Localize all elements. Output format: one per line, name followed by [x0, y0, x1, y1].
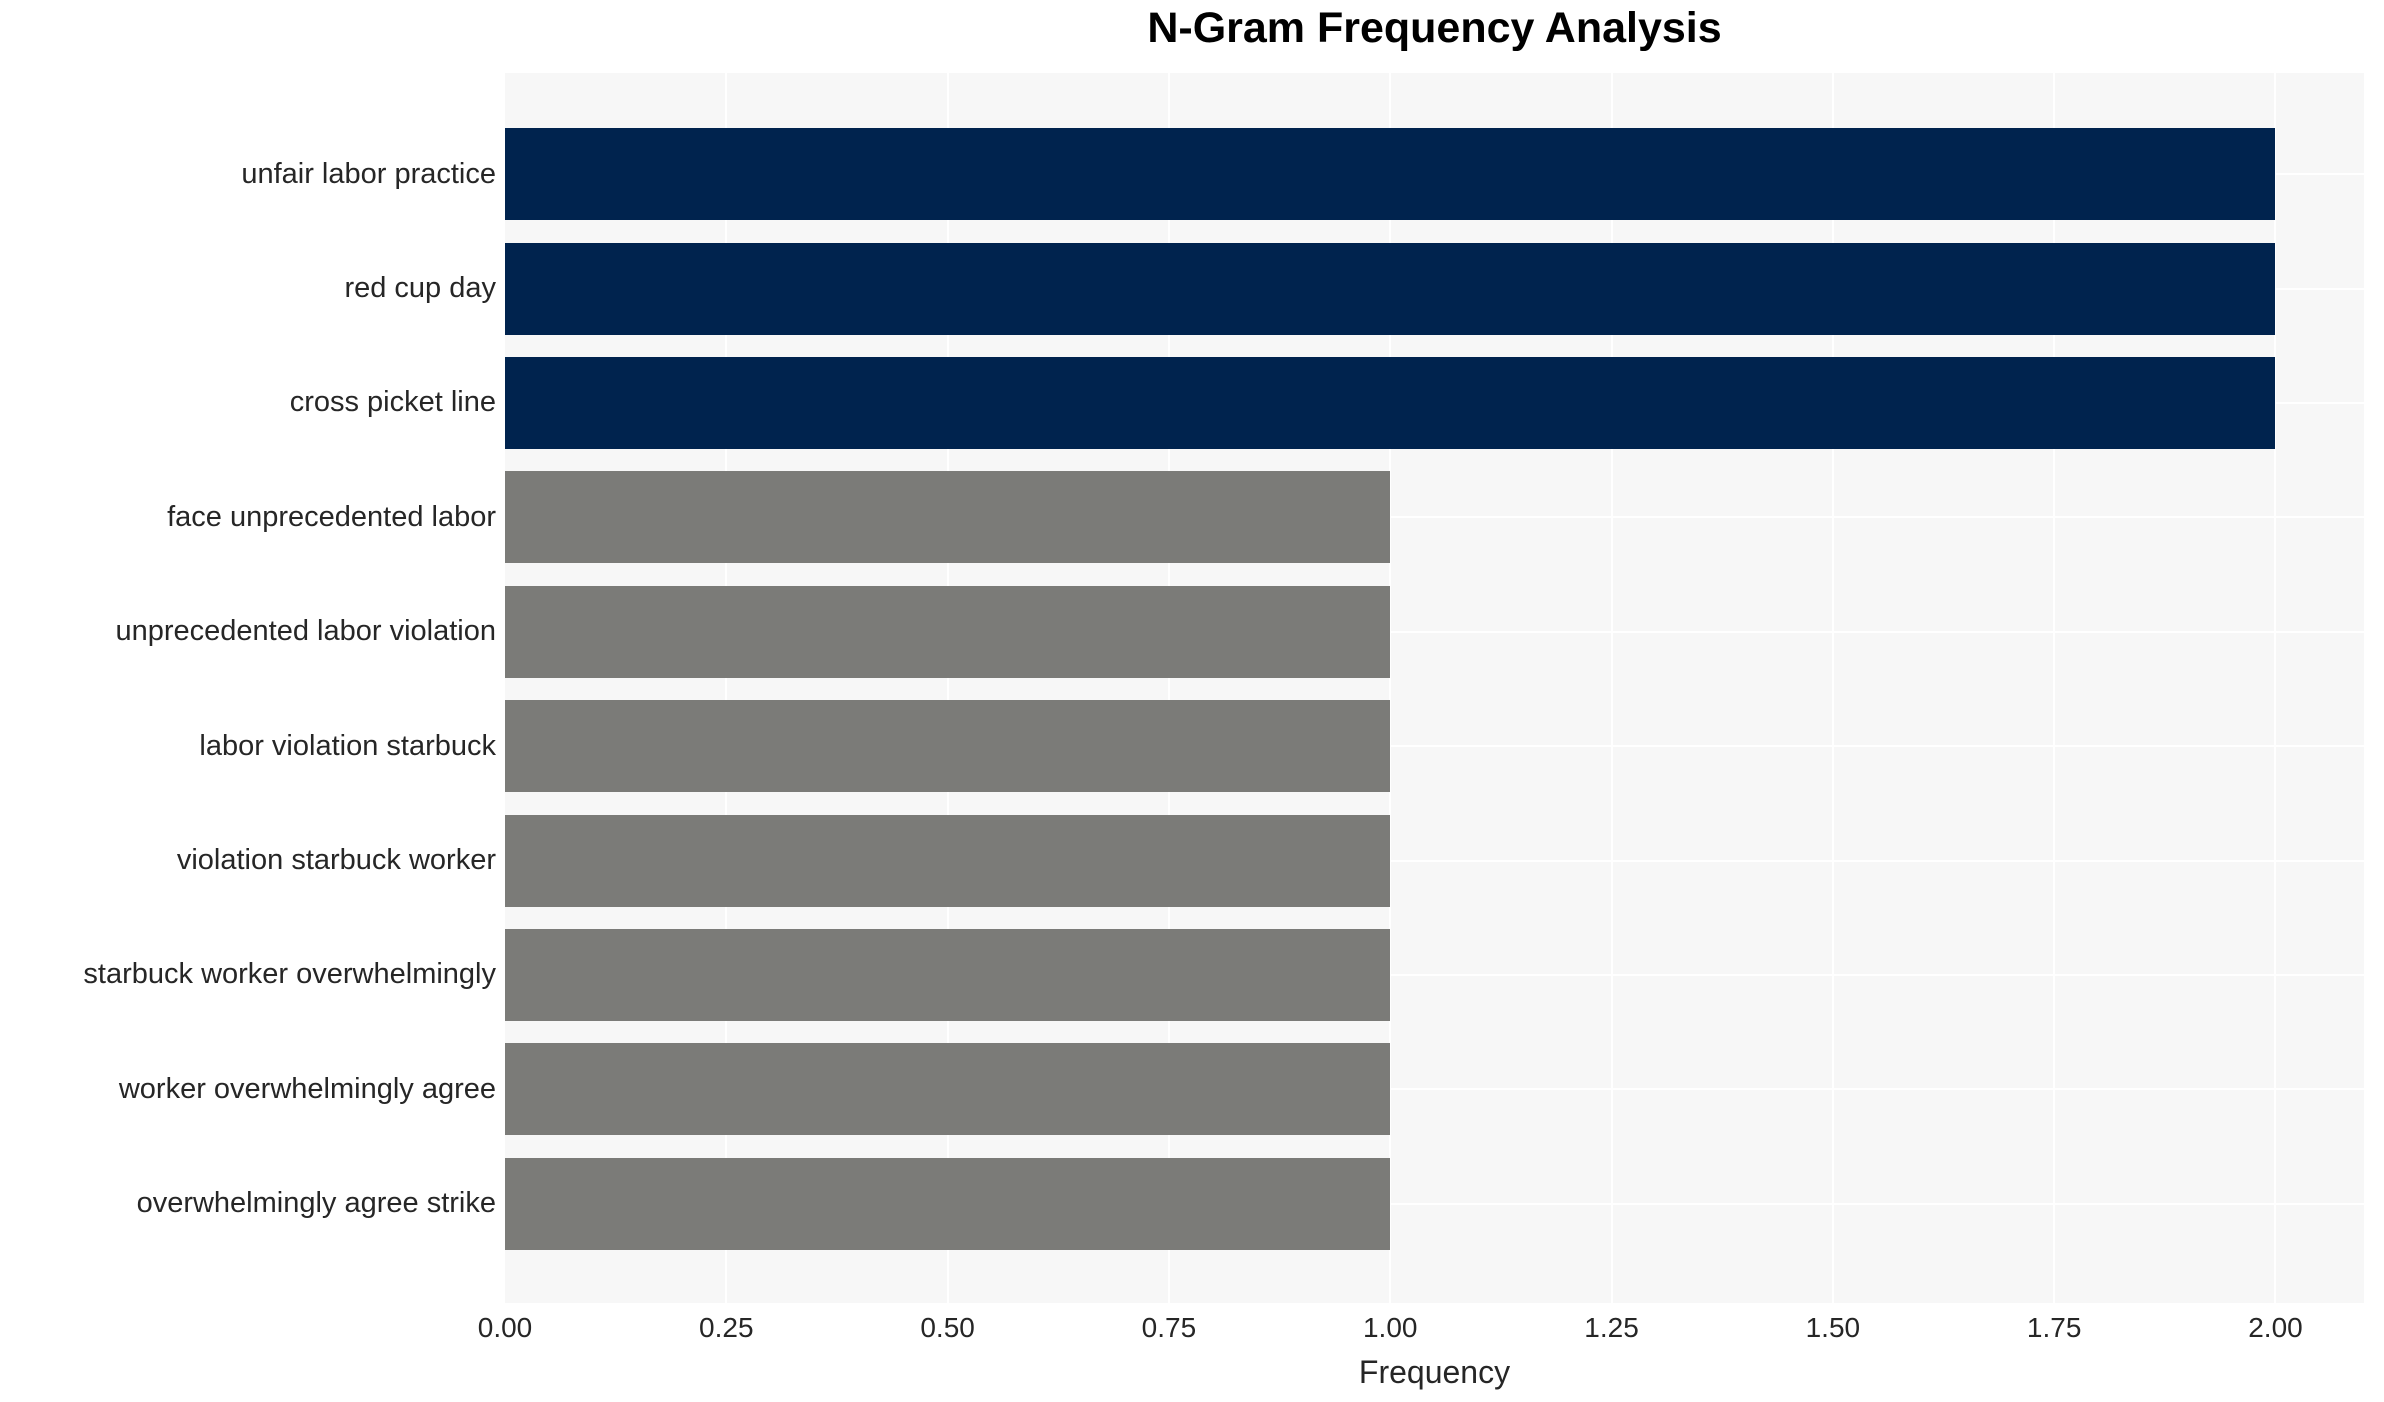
x-tick-label: 0.00	[477, 1312, 533, 1343]
x-axis-title: Frequency	[1358, 1354, 1511, 1390]
bar-labor-violation-starbuck	[505, 700, 1391, 793]
gridline-vertical	[725, 73, 728, 1303]
x-tick-label: 1.75	[2026, 1312, 2082, 1343]
y-axis-labels: unfair labor practice red cup day cross pi…	[0, 117, 496, 1261]
gridline-horizontal	[505, 630, 2364, 633]
x-axis-tick-labels: 0.00 0.25 0.50 0.75 1.00 1.25 1.50 1.75 2.00	[0, 1312, 2384, 1348]
gridline-horizontal	[505, 1202, 2364, 1205]
x-tick-label: 2.00	[2248, 1312, 2303, 1343]
gridline-vertical	[2274, 73, 2277, 1303]
y-tick-label: overwhelmingly agree strike	[136, 1187, 496, 1220]
y-tick-label: labor violation starbuck	[199, 729, 496, 762]
gridline-vertical	[1167, 73, 1170, 1303]
gridline-horizontal	[505, 1088, 2364, 1091]
y-tick-label: unfair labor practice	[241, 157, 496, 190]
plot-area	[505, 73, 2364, 1303]
gridline-vertical	[1389, 73, 1392, 1303]
gridline-horizontal	[505, 859, 2364, 862]
y-tick-label: red cup day	[344, 272, 496, 305]
bar-worker-overwhelmingly-agree	[505, 1043, 1391, 1136]
y-tick-label: violation starbuck worker	[176, 844, 496, 877]
y-tick-label: worker overwhelmingly agree	[118, 1072, 496, 1105]
bar-overwhelmingly-agree-strike	[505, 1157, 1391, 1250]
x-tick-label: 0.50	[920, 1312, 975, 1343]
gridline-vertical	[1610, 73, 1613, 1303]
gridline-vertical	[1831, 73, 1834, 1303]
bar-face-unprecedented-labor	[505, 471, 1391, 564]
gridline-horizontal	[505, 745, 2364, 748]
bar-unprecedented-labor-violation	[505, 585, 1391, 678]
x-tick-label: 1.50	[1805, 1312, 1861, 1343]
gridline-horizontal	[505, 974, 2364, 976]
bar-starbuck-worker-overwhelmingly	[505, 929, 1391, 1021]
bar-unfair-labor-practice	[505, 128, 2276, 221]
bar-cross-picket-line	[505, 357, 2276, 449]
y-tick-label: cross picket line	[289, 386, 496, 419]
y-tick-label: starbuck worker overwhelmingly	[83, 958, 496, 991]
bar-violation-starbuck-worker	[505, 814, 1391, 907]
chart-title: N-Gram Frequency Analysis	[1147, 4, 1722, 52]
y-tick-label: face unprecedented labor	[167, 500, 496, 533]
x-tick-label: 0.25	[699, 1312, 754, 1343]
gridline-vertical	[946, 73, 949, 1303]
gridline-horizontal	[505, 516, 2364, 519]
y-tick-label: unprecedented labor violation	[115, 615, 497, 648]
x-tick-label: 0.75	[1141, 1312, 1197, 1343]
bar-red-cup-day	[505, 242, 2276, 335]
x-tick-label: 1.25	[1584, 1312, 1639, 1343]
x-tick-label: 1.00	[1362, 1312, 1418, 1343]
gridline-vertical	[2053, 73, 2056, 1303]
